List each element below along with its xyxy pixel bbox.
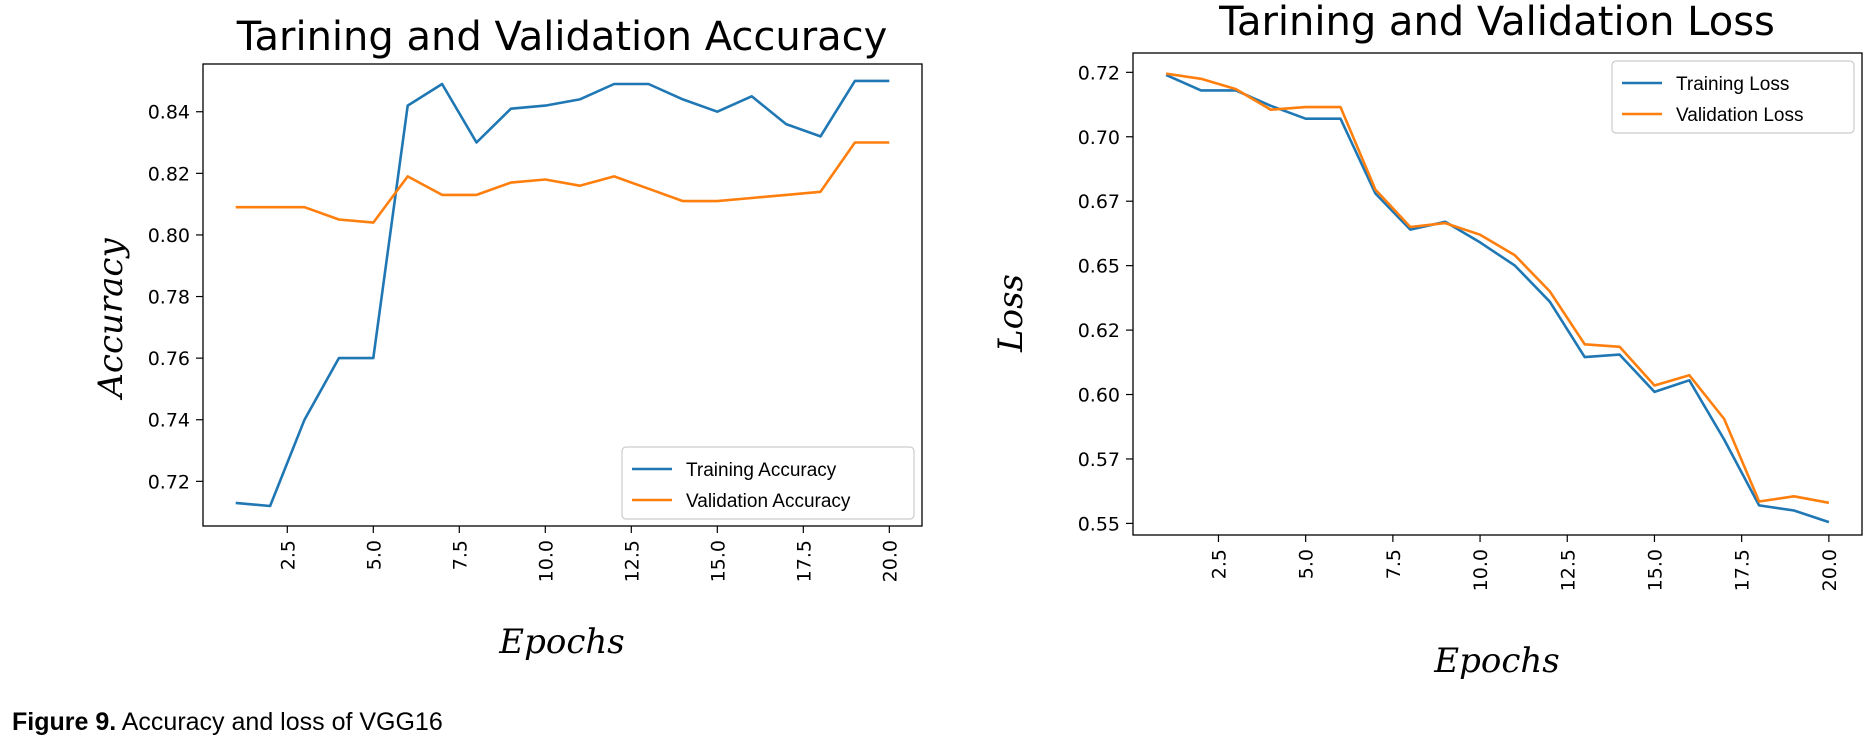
- acc-legend-label: Validation Accuracy: [686, 491, 851, 512]
- acc-plot-frame: [202, 63, 923, 527]
- loss-x-tick-label: 2.5: [1208, 549, 1230, 579]
- acc-x-tick-label: 20.0: [879, 540, 901, 582]
- figure-caption-label: Figure 9.: [12, 708, 117, 736]
- acc-chart-title: Tarining and Validation Accuracy: [236, 14, 888, 60]
- loss-x-tick-label: 15.0: [1644, 549, 1666, 591]
- loss-y-tick-label: 0.60: [1078, 385, 1120, 407]
- acc-y-axis-label: Accuracy: [91, 238, 131, 401]
- figure-caption-text: Accuracy and loss of VGG16: [116, 708, 443, 736]
- loss-legend: [1611, 60, 1855, 134]
- loss-x-tick-label: 17.5: [1732, 549, 1754, 591]
- loss-y-tick-label: 0.55: [1078, 513, 1120, 535]
- acc-y-tick-label: 0.82: [148, 163, 190, 185]
- acc-x-tick-label: 2.5: [277, 540, 299, 570]
- acc-y-tick-label: 0.78: [148, 287, 190, 309]
- figure-caption: Figure 9. Accuracy and loss of VGG16: [12, 708, 443, 737]
- loss-x-tick-label: 12.5: [1557, 549, 1579, 591]
- loss-x-tick-label: 5.0: [1296, 549, 1318, 579]
- loss-y-tick-label: 0.70: [1078, 127, 1120, 149]
- acc-y-tick-label: 0.80: [148, 225, 190, 247]
- loss-y-axis-label: Loss: [991, 274, 1031, 353]
- loss-legend-label: Training Loss: [1676, 74, 1789, 95]
- loss-legend-label: Validation Loss: [1676, 105, 1803, 126]
- acc-x-tick-label: 17.5: [793, 540, 815, 582]
- loss-x-tick-label: 10.0: [1470, 549, 1492, 591]
- loss-series-line-validation: [1165, 72, 1830, 505]
- acc-legend-label: Training Accuracy: [686, 460, 837, 481]
- loss-x-tick-label: 20.0: [1819, 549, 1841, 591]
- loss-x-axis-label: Epochs: [1433, 641, 1559, 681]
- loss-plot-frame: [1132, 52, 1863, 536]
- loss-chart-title: Tarining and Validation Loss: [1218, 0, 1775, 45]
- loss-y-tick-label: 0.72: [1078, 62, 1120, 84]
- loss-y-tick-label: 0.62: [1078, 320, 1120, 342]
- acc-x-tick-label: 12.5: [621, 540, 643, 582]
- acc-y-tick-label: 0.74: [148, 410, 190, 432]
- acc-x-tick-label: 15.0: [707, 540, 729, 582]
- acc-x-tick-label: 10.0: [535, 540, 557, 582]
- acc-x-tick-label: 7.5: [449, 540, 471, 570]
- acc-legend: [621, 446, 915, 520]
- loss-y-tick-label: 0.67: [1078, 191, 1120, 213]
- loss-x-tick-label: 7.5: [1383, 549, 1405, 579]
- acc-series-line-training: [235, 79, 890, 508]
- acc-x-tick-label: 5.0: [363, 540, 385, 570]
- acc-series-line-validation: [235, 141, 890, 224]
- acc-y-tick-label: 0.76: [148, 348, 190, 370]
- acc-y-tick-label: 0.84: [148, 102, 190, 124]
- acc-x-axis-label: Epochs: [498, 622, 624, 662]
- loss-y-tick-label: 0.65: [1078, 256, 1120, 278]
- acc-y-tick-label: 0.72: [148, 471, 190, 493]
- loss-y-tick-label: 0.57: [1078, 449, 1120, 471]
- loss-series-line-training: [1165, 73, 1830, 524]
